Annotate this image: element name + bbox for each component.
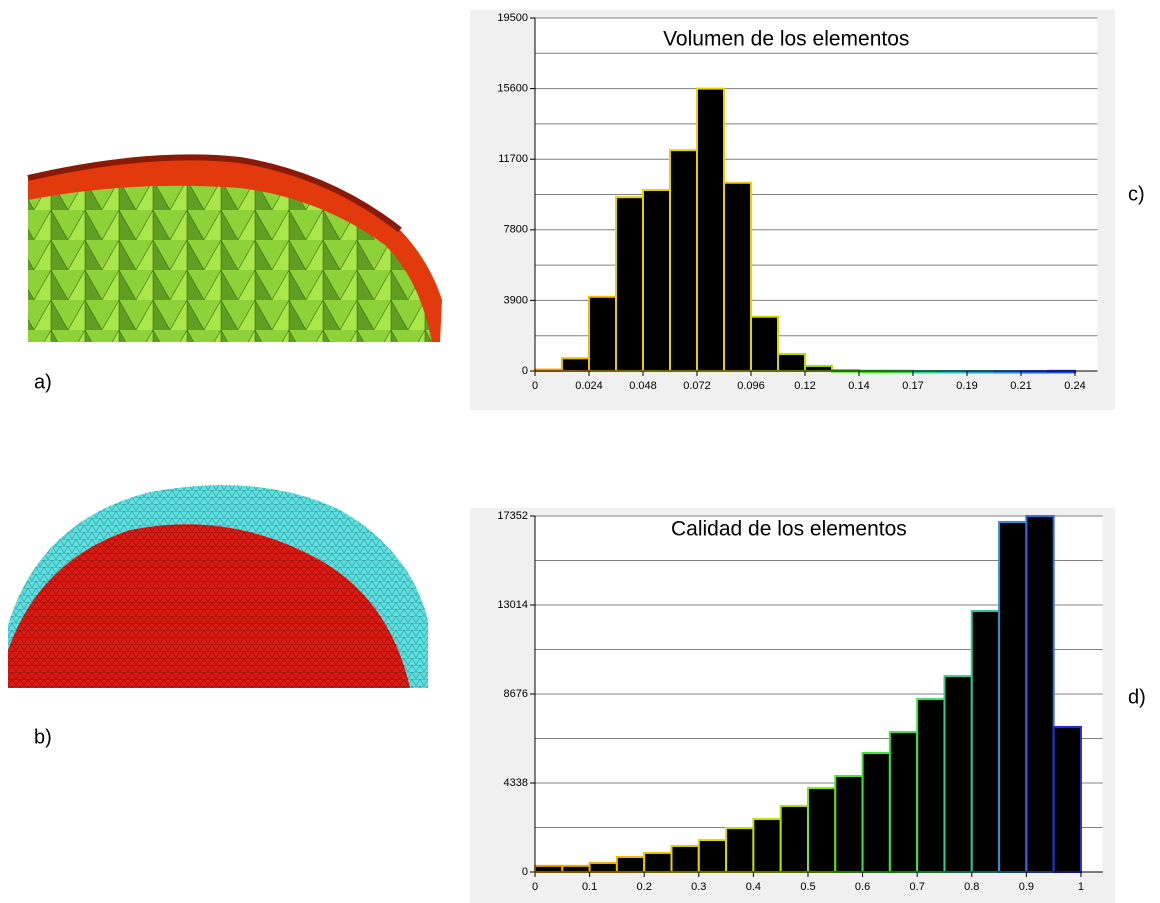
bar bbox=[778, 354, 805, 371]
bar bbox=[697, 89, 724, 371]
x-tick-label: 0.9 bbox=[1019, 881, 1034, 893]
x-tick-label: 0.12 bbox=[794, 380, 815, 392]
panel-label: c) bbox=[1128, 183, 1145, 205]
bar bbox=[805, 366, 832, 371]
x-tick-label: 0 bbox=[532, 881, 538, 893]
x-tick-label: 0.4 bbox=[746, 881, 761, 893]
y-tick-label: 17352 bbox=[497, 510, 528, 522]
x-tick-label: 1 bbox=[1078, 881, 1084, 893]
bar bbox=[562, 866, 589, 872]
x-tick-label: 0.14 bbox=[848, 380, 869, 392]
x-tick-label: 0.024 bbox=[575, 380, 603, 392]
bar bbox=[616, 197, 643, 371]
x-tick-label: 0.096 bbox=[737, 380, 765, 392]
y-tick-label: 0 bbox=[522, 866, 528, 878]
y-tick-label: 15600 bbox=[497, 83, 528, 95]
y-tick-label: 7800 bbox=[504, 224, 528, 236]
bar bbox=[751, 317, 778, 371]
y-tick-label: 8676 bbox=[504, 688, 528, 700]
figure: 0 3900 7800 11700 15600 19500 Volumen de los e… bbox=[0, 0, 1160, 903]
x-tick-label: 0.17 bbox=[902, 380, 923, 392]
bar bbox=[535, 866, 562, 872]
x-tick-label: 0.072 bbox=[683, 380, 711, 392]
x-tick-label: 0.6 bbox=[855, 881, 870, 893]
bar bbox=[944, 676, 971, 872]
bar bbox=[671, 846, 698, 872]
bar bbox=[1026, 516, 1053, 872]
x-tick-label: 0.3 bbox=[691, 881, 706, 893]
y-tick-label: 13014 bbox=[497, 599, 528, 611]
panel-label: b) bbox=[34, 726, 52, 748]
y-tick-label: 19500 bbox=[497, 12, 528, 24]
bar bbox=[590, 863, 617, 872]
x-tick-label: 0.21 bbox=[1010, 380, 1031, 392]
y-tick-label: 4338 bbox=[504, 777, 528, 789]
panel-label: d) bbox=[1128, 686, 1146, 708]
y-tick-label: 3900 bbox=[504, 294, 528, 306]
x-tick-label: 0.2 bbox=[637, 881, 652, 893]
chart-title: Calidad de los elementos bbox=[671, 518, 907, 541]
bar bbox=[917, 699, 944, 872]
bar bbox=[808, 788, 835, 872]
panel-label: a) bbox=[34, 371, 52, 393]
x-tick-label: 0.19 bbox=[956, 380, 977, 392]
y-tick-label: 0 bbox=[522, 365, 528, 377]
mesh-image-b bbox=[8, 485, 428, 688]
x-tick-label: 0.5 bbox=[800, 881, 815, 893]
x-tick-label: 0 bbox=[532, 380, 538, 392]
bar bbox=[670, 150, 697, 371]
bar bbox=[644, 853, 671, 872]
bar bbox=[781, 806, 808, 872]
x-tick-label: 0.048 bbox=[629, 380, 657, 392]
bar bbox=[643, 190, 670, 371]
bar bbox=[835, 776, 862, 872]
bar bbox=[726, 828, 753, 872]
bar bbox=[863, 753, 890, 872]
bar bbox=[724, 183, 751, 371]
x-tick-label: 0.1 bbox=[582, 881, 597, 893]
x-tick-label: 0.24 bbox=[1064, 380, 1085, 392]
chart-title: Volumen de los elementos bbox=[663, 28, 909, 51]
bar bbox=[890, 732, 917, 872]
bar bbox=[1054, 727, 1081, 872]
x-tick-label: 0.7 bbox=[910, 881, 925, 893]
y-tick-label: 11700 bbox=[498, 153, 528, 165]
bar bbox=[589, 297, 616, 371]
bar bbox=[617, 857, 644, 872]
mesh-image-a bbox=[28, 157, 442, 342]
bar bbox=[753, 819, 780, 872]
bar bbox=[562, 358, 589, 371]
x-tick-label: 0.8 bbox=[964, 881, 979, 893]
bar bbox=[699, 840, 726, 872]
bar bbox=[999, 522, 1026, 872]
bar bbox=[972, 611, 999, 872]
